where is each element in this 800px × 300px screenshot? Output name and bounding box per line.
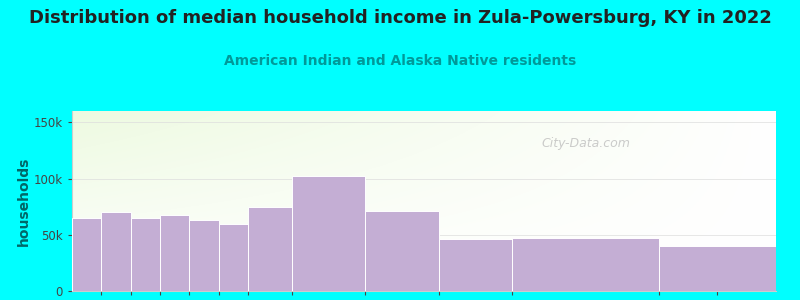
Text: American Indian and Alaska Native residents: American Indian and Alaska Native reside… (224, 54, 576, 68)
Bar (190, 220, 218, 291)
Bar (218, 224, 248, 291)
Bar (72, 218, 102, 291)
Text: City-Data.com: City-Data.com (542, 137, 630, 150)
Y-axis label: households: households (17, 156, 31, 246)
Bar (102, 212, 130, 291)
Bar (248, 207, 292, 291)
Bar (160, 214, 190, 291)
Bar (512, 238, 658, 291)
Text: Distribution of median household income in Zula-Powersburg, KY in 2022: Distribution of median household income … (29, 9, 771, 27)
Bar (292, 176, 366, 291)
Bar (438, 239, 512, 291)
Bar (658, 246, 776, 291)
Bar (366, 211, 438, 291)
Bar (130, 218, 160, 291)
